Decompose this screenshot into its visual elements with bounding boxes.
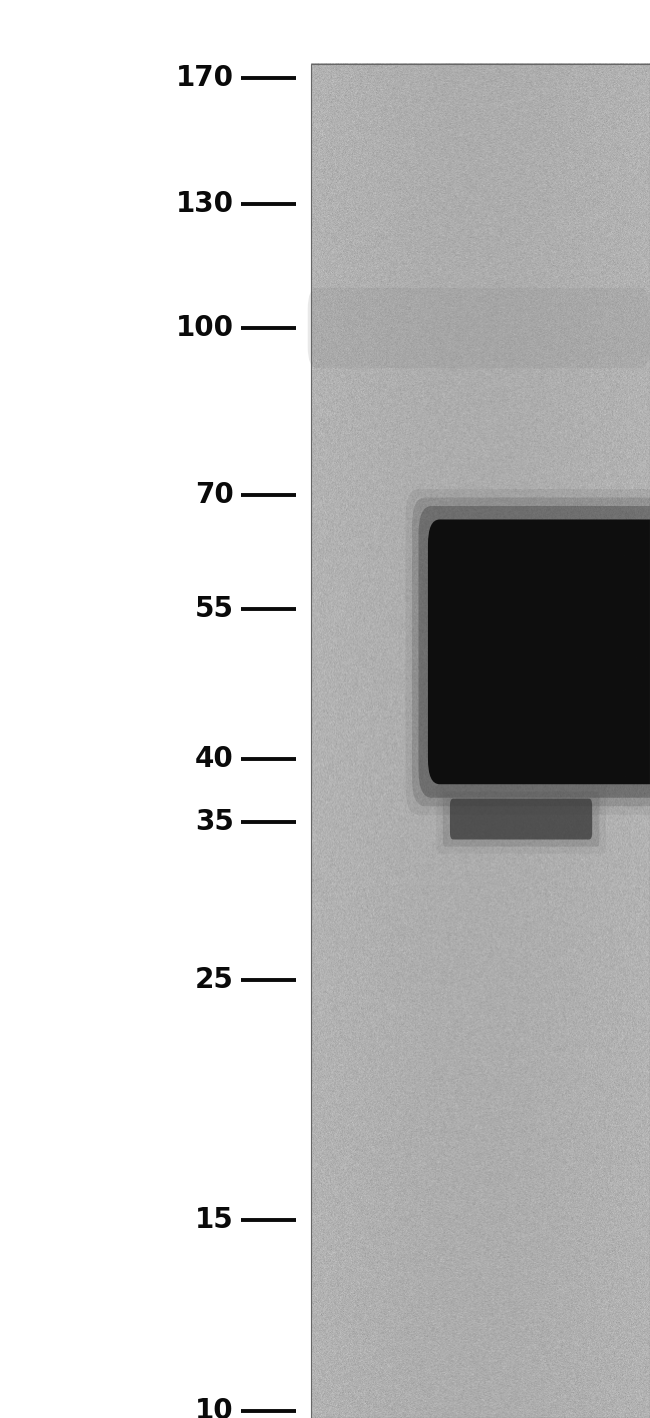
Text: 170: 170 <box>176 64 234 92</box>
FancyBboxPatch shape <box>419 506 650 798</box>
FancyBboxPatch shape <box>450 798 592 839</box>
Text: 100: 100 <box>176 313 234 342</box>
FancyBboxPatch shape <box>443 791 599 847</box>
Text: 40: 40 <box>195 744 234 773</box>
FancyBboxPatch shape <box>406 489 650 815</box>
Bar <box>311 64 650 1418</box>
Text: 25: 25 <box>195 966 234 994</box>
FancyBboxPatch shape <box>412 498 650 807</box>
FancyBboxPatch shape <box>307 288 649 369</box>
Text: 10: 10 <box>196 1397 234 1418</box>
FancyBboxPatch shape <box>428 519 650 784</box>
Text: 55: 55 <box>195 596 234 623</box>
FancyBboxPatch shape <box>436 784 606 854</box>
Text: 35: 35 <box>195 807 234 835</box>
Text: 130: 130 <box>176 190 234 218</box>
Text: 15: 15 <box>195 1207 234 1234</box>
Text: 70: 70 <box>195 482 234 509</box>
